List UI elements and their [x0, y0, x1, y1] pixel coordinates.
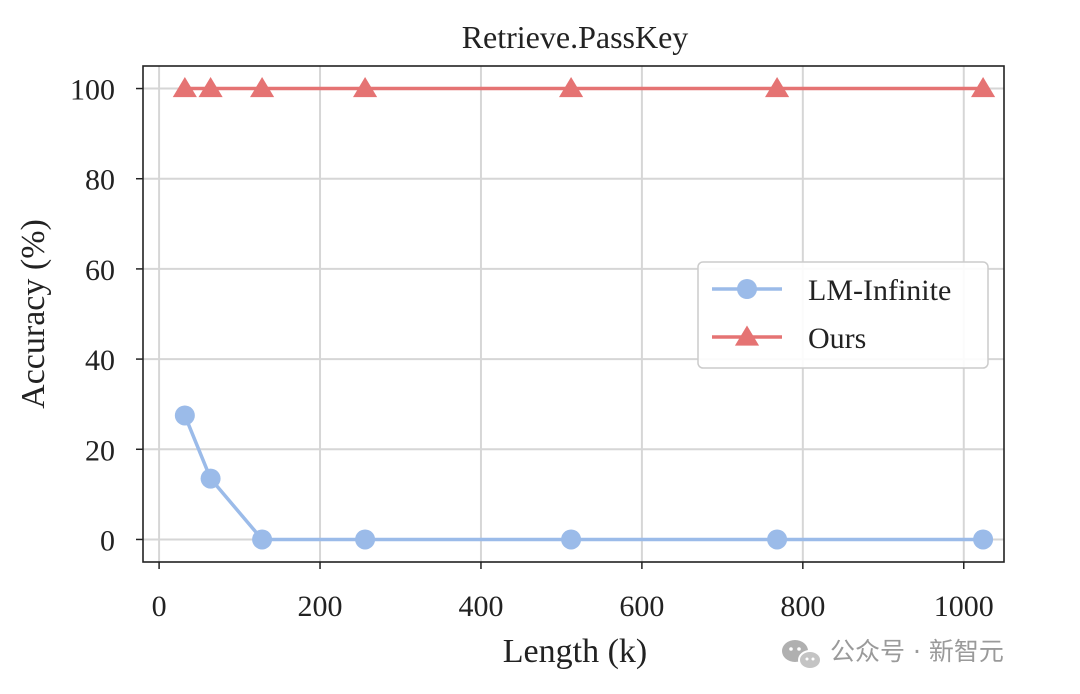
y-tick-label: 20 [85, 434, 115, 467]
chart-title: Retrieve.PassKey [462, 19, 689, 55]
plot-frame [142, 65, 1005, 563]
data-point-ours [250, 77, 275, 98]
x-tick-label: 400 [458, 590, 503, 623]
y-tick-label: 0 [100, 524, 115, 557]
data-point-lm-infinite [200, 468, 221, 489]
data-point-lm-infinite [973, 529, 994, 550]
y-tick-label: 100 [70, 74, 115, 107]
data-point-ours [353, 77, 378, 98]
watermark-text: 公众号 · 新智元 [830, 637, 1004, 666]
series-line-lm-infinite [183, 414, 984, 542]
x-tick-label: 600 [619, 590, 664, 623]
data-point-ours [971, 77, 996, 98]
legend-entry-lm-infinite: LM-Infinite [712, 274, 951, 307]
y-tick-label: 40 [85, 344, 115, 377]
y-tick-label: 80 [85, 164, 115, 197]
data-point-ours [198, 77, 223, 98]
legend-entry-ours: Ours [712, 322, 866, 355]
data-point-ours [172, 77, 197, 98]
wechat-icon [782, 640, 822, 670]
ticks: 0 200 400 600 800 1000 0 20 40 60 80 100 [70, 74, 994, 623]
data-point-ours [559, 77, 584, 98]
x-tick-label: 800 [780, 590, 825, 623]
data-point-lm-infinite [355, 529, 376, 550]
x-tick-label: 200 [298, 590, 343, 623]
data-point-ours [765, 77, 790, 98]
x-tick-label: 0 [152, 590, 167, 623]
legend-marker [737, 279, 757, 299]
series-layer [172, 77, 996, 550]
y-tick-label: 60 [85, 254, 115, 287]
legend-marker [734, 325, 760, 346]
legend-label: Ours [808, 322, 866, 355]
data-point-lm-infinite [561, 529, 582, 550]
data-point-lm-infinite [252, 529, 273, 550]
y-axis-label: Accuracy (%) [15, 219, 52, 409]
data-point-lm-infinite [767, 529, 788, 550]
data-point-lm-infinite [174, 405, 195, 426]
legend-label: LM-Infinite [808, 274, 951, 307]
legend: LM-Infinite Ours [697, 261, 989, 369]
x-axis-label: Length (k) [503, 633, 647, 670]
watermark: 公众号 · 新智元 [782, 637, 1004, 670]
x-tick-label: 1000 [934, 590, 994, 623]
